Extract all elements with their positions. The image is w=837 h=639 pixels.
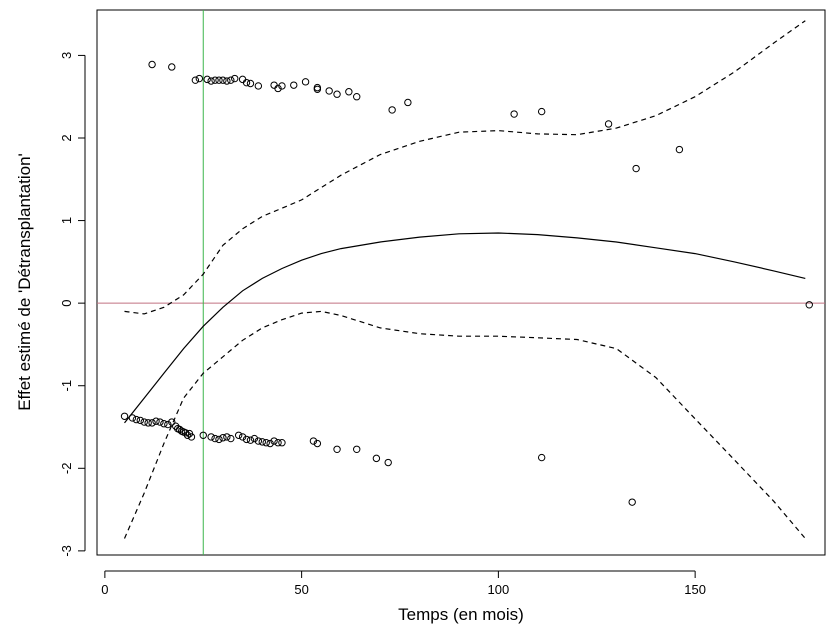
y-tick-label: 1 bbox=[59, 217, 74, 224]
data-point bbox=[152, 417, 160, 425]
data-point bbox=[128, 414, 137, 422]
data-point bbox=[309, 437, 318, 445]
data-point bbox=[258, 438, 266, 446]
data-point bbox=[333, 90, 341, 98]
data-point bbox=[238, 433, 247, 441]
data-point bbox=[510, 110, 518, 118]
data-point bbox=[148, 419, 156, 427]
data-point bbox=[191, 76, 200, 84]
data-point bbox=[250, 434, 259, 443]
data-point bbox=[148, 60, 156, 69]
x-tick-label: 150 bbox=[684, 582, 706, 597]
data-point bbox=[211, 76, 219, 84]
data-point bbox=[215, 76, 223, 84]
data-point bbox=[238, 75, 247, 84]
data-point bbox=[333, 445, 341, 454]
data-point bbox=[345, 88, 353, 96]
y-tick-label: 2 bbox=[59, 134, 74, 141]
data-point bbox=[278, 82, 286, 90]
data-point bbox=[353, 93, 361, 101]
y-tick-label: 3 bbox=[59, 52, 74, 59]
data-point bbox=[164, 420, 172, 429]
data-point bbox=[183, 431, 192, 439]
data-point bbox=[274, 438, 282, 447]
reference-lines bbox=[97, 10, 825, 555]
data-point bbox=[246, 79, 255, 88]
y-tick-label: -2 bbox=[59, 463, 74, 475]
data-point bbox=[207, 77, 215, 85]
data-point bbox=[537, 107, 546, 116]
x-tick-label: 0 bbox=[101, 582, 108, 597]
data-point bbox=[262, 438, 270, 447]
data-point bbox=[604, 120, 613, 128]
data-point bbox=[246, 436, 255, 444]
points bbox=[120, 60, 813, 506]
data-point bbox=[274, 84, 282, 93]
data-point bbox=[132, 415, 141, 424]
data-point bbox=[207, 433, 215, 441]
data-point bbox=[215, 435, 223, 444]
data-point bbox=[632, 164, 640, 173]
x-tick-label: 100 bbox=[488, 582, 510, 597]
data-point bbox=[219, 434, 227, 442]
y-tick-label: -1 bbox=[59, 380, 74, 392]
data-point bbox=[223, 77, 231, 85]
data-point bbox=[313, 85, 322, 93]
x-tick-label: 50 bbox=[294, 582, 308, 597]
data-point bbox=[301, 78, 310, 86]
data-point bbox=[675, 145, 684, 154]
data-point bbox=[211, 434, 219, 443]
axes: 0 50 100 150 -3 -2 -1 0 1 2 3 bbox=[59, 52, 706, 597]
data-point bbox=[290, 81, 298, 89]
confidence-band-line bbox=[124, 20, 806, 315]
data-point bbox=[181, 429, 190, 437]
data-point bbox=[242, 78, 251, 87]
data-point bbox=[199, 431, 207, 439]
data-point bbox=[805, 301, 813, 309]
data-point bbox=[404, 98, 412, 107]
data-point bbox=[231, 74, 239, 83]
data-point bbox=[325, 87, 333, 95]
data-point bbox=[120, 412, 129, 420]
data-point bbox=[219, 76, 227, 84]
data-point bbox=[537, 453, 546, 462]
plot-frame bbox=[96, 9, 826, 556]
data-point bbox=[388, 106, 396, 114]
data-point bbox=[168, 418, 176, 426]
data-point bbox=[227, 76, 235, 84]
data-point bbox=[187, 433, 196, 441]
data-point bbox=[156, 418, 164, 426]
data-point bbox=[254, 437, 263, 445]
data-point bbox=[136, 416, 144, 425]
data-point bbox=[160, 420, 168, 428]
data-point bbox=[270, 437, 278, 445]
y-axis-title: Effet estimé de 'Détransplantation' bbox=[15, 153, 34, 411]
data-point bbox=[384, 458, 392, 467]
data-point bbox=[242, 435, 251, 444]
data-point bbox=[266, 439, 274, 448]
curves bbox=[123, 20, 806, 539]
data-point bbox=[628, 498, 636, 506]
data-point bbox=[353, 445, 361, 454]
data-point bbox=[234, 431, 243, 439]
y-tick-label: 0 bbox=[59, 300, 74, 307]
data-point bbox=[140, 418, 148, 426]
data-point bbox=[223, 433, 231, 441]
data-point bbox=[313, 439, 322, 448]
data-point bbox=[270, 81, 278, 89]
y-tick-label: -3 bbox=[59, 545, 74, 557]
data-point bbox=[195, 74, 204, 83]
data-point bbox=[175, 425, 184, 434]
smooth-fit-line bbox=[124, 232, 806, 424]
x-axis-title: Temps (en mois) bbox=[398, 605, 524, 624]
data-point bbox=[278, 438, 286, 447]
confidence-band-line bbox=[123, 310, 806, 539]
data-point bbox=[227, 434, 235, 443]
data-point bbox=[203, 75, 211, 84]
data-point bbox=[168, 63, 176, 71]
data-point bbox=[372, 454, 381, 463]
data-point bbox=[254, 82, 263, 90]
data-point bbox=[144, 419, 152, 427]
